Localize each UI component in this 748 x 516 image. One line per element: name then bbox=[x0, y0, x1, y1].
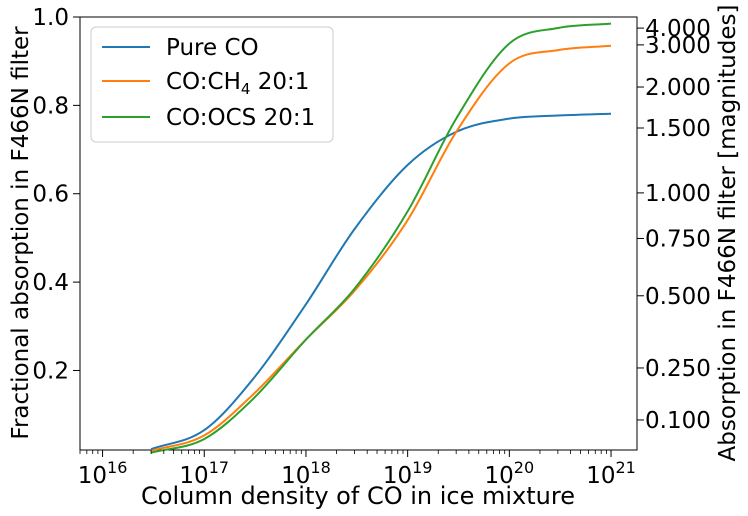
y2-tick-label: 4.000 bbox=[645, 16, 711, 42]
x-tick-label: 1017 bbox=[179, 458, 229, 489]
x-tick-label-exponent: 16 bbox=[107, 458, 127, 477]
y2-tick-label: 1.500 bbox=[645, 116, 711, 142]
y-tick-label: 1.0 bbox=[32, 5, 69, 31]
x-ticks: 1016 1017 1018 1019 1020 1021 bbox=[78, 450, 636, 489]
series-line-0-pure-co bbox=[150, 112, 612, 451]
legend-label-co-ch4: CO:CH4 20:1 bbox=[166, 69, 309, 98]
y2-tick-label: 0.500 bbox=[645, 284, 711, 310]
x-tick-label: 1019 bbox=[383, 458, 433, 489]
legend-label-co-ch4-main: CO:CH bbox=[166, 69, 241, 95]
series-layer bbox=[150, 22, 612, 454]
x-tick-label: 1021 bbox=[586, 458, 636, 489]
y-axis-label: Fractional absorption in F466N filter bbox=[8, 26, 34, 440]
x-tick-label: 1020 bbox=[485, 458, 535, 489]
y-tick-label: 0.2 bbox=[32, 358, 69, 384]
legend: Pure CO CO:CH4 20:1 CO:OCS 20:1 bbox=[90, 26, 334, 143]
y-tick-label: 0.4 bbox=[32, 270, 69, 296]
y2-tick-label: 1.000 bbox=[645, 181, 711, 207]
x-tick-label-base: 10 bbox=[78, 463, 107, 489]
x-tick-label-exponent: 19 bbox=[412, 458, 432, 477]
y2-tick-label: 0.750 bbox=[645, 226, 711, 252]
y2-tick-label: 0.100 bbox=[645, 408, 711, 434]
legend-label-co-ocs: CO:OCS 20:1 bbox=[166, 105, 315, 131]
y-tick-label: 0.6 bbox=[32, 182, 69, 208]
x-axis-label: Column density of CO in ice mixture bbox=[141, 482, 575, 510]
y2-tick-label: 3.000 bbox=[645, 33, 711, 59]
series-line-1-co-ch bbox=[150, 44, 612, 452]
x-tick-label: 1018 bbox=[281, 458, 331, 489]
legend-label-co-ch4-sub: 4 bbox=[241, 80, 251, 98]
legend-frame bbox=[90, 26, 334, 143]
x-tick-label: 1016 bbox=[78, 458, 128, 489]
y2-tick-label: 0.250 bbox=[645, 356, 711, 382]
x-tick-label-base: 10 bbox=[485, 463, 514, 489]
legend-label-pure-co: Pure CO bbox=[166, 35, 259, 61]
x-tick-label-base: 10 bbox=[281, 463, 310, 489]
y2-ticks: 0.100 0.250 0.500 0.750 1.000 1.500 2.000 3.000… bbox=[637, 16, 711, 434]
x-tick-label-exponent: 18 bbox=[310, 458, 330, 477]
x-tick-label-base: 10 bbox=[179, 463, 208, 489]
y-tick-label: 0.8 bbox=[32, 93, 69, 119]
x-tick-label-base: 10 bbox=[383, 463, 412, 489]
series-line-2-co-ocs-20-1 bbox=[150, 22, 612, 454]
x-tick-label-exponent: 20 bbox=[514, 458, 534, 477]
y2-tick-label: 2.000 bbox=[645, 75, 711, 101]
y2-axis-label: Absorption in F466N filter [magnitudes] bbox=[715, 5, 741, 462]
x-tick-label-exponent: 21 bbox=[616, 458, 636, 477]
y-ticks: 0.2 0.4 0.6 0.8 1.0 bbox=[32, 5, 80, 384]
x-tick-label-base: 10 bbox=[586, 463, 615, 489]
legend-label-co-ch4-suffix: 20:1 bbox=[250, 69, 309, 95]
x-tick-label-exponent: 17 bbox=[209, 458, 229, 477]
